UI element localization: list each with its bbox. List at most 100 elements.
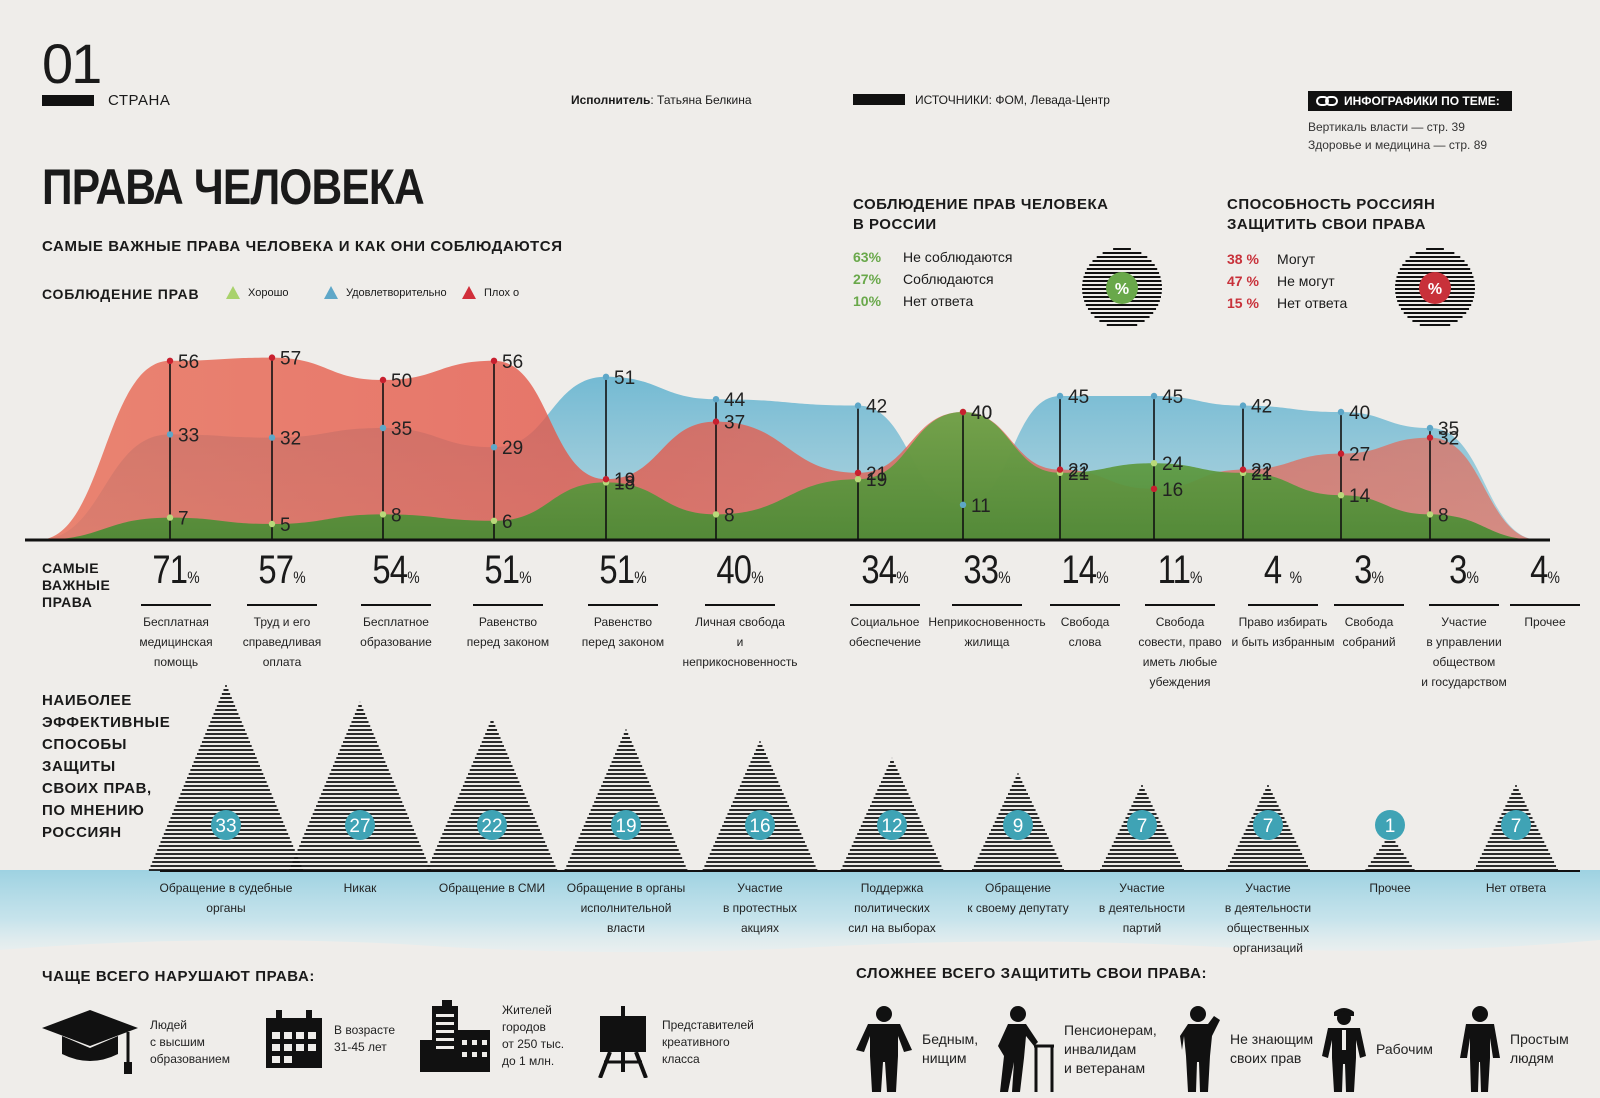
chart-subtitle: САМЫЕ ВАЖНЫЕ ПРАВА ЧЕЛОВЕКА И КАК ОНИ СО… [42,238,563,255]
name-line: Участие [1119,881,1165,895]
stat-label: Соблюдаются [903,271,994,287]
value-underline [705,604,775,606]
hardest-item: Пенсионерам, инвалидам и ветеранам [994,1006,1157,1092]
value-number: 4 [1263,548,1290,592]
label-line: ЭФФЕКТИВНЫЕ [42,714,171,731]
name-line: и быть избранным [1231,635,1335,649]
triangle-red-icon [462,286,476,299]
data-point [490,444,498,451]
name-line: совести, право [1138,635,1222,649]
legend-bad: Плох о [462,286,519,299]
important-right-name: Свобода собраний [1309,612,1429,652]
violated-item: В возрасте 31-45 лет [266,1010,395,1068]
data-label: 45 [1068,387,1089,408]
percent-sign: % [634,568,647,587]
name-line: собраний [1342,635,1396,649]
stat-row: 63% Не соблюдаются [853,246,1012,268]
value-circle [1501,810,1531,840]
data-label: 40 [971,403,992,424]
data-point [1239,402,1247,409]
triangle-blue-icon [324,286,338,299]
text-line: Рабочим [1376,1040,1433,1057]
important-right-name: Труд и его справедливая оплата [222,612,342,672]
value-circle [745,810,775,840]
section-name: СТРАНА [108,92,171,109]
data-point [1426,434,1434,441]
effectiveness-triangle: 16 [702,741,818,871]
stat-label: Нет ответа [903,293,974,309]
text-line: до 1 млн. [502,1054,555,1068]
name-line: Бесплатное [363,615,429,629]
graduation-cap-icon [42,1010,138,1074]
poor-person-icon [856,1006,912,1092]
triangle-green-icon [226,286,240,299]
related-list: Вертикаль власти — стр. 39 Здоровье и ме… [1308,118,1487,154]
related-link[interactable]: Вертикаль власти — стр. 39 [1308,120,1465,134]
sources: ИСТОЧНИКИ: ФОМ, Левада-Центр [915,93,1110,107]
important-right-item: 33% Неприкосновенность жилища [927,548,1047,652]
data-point [712,396,720,403]
data-point [712,418,720,425]
text-line: инвалидам [1064,1040,1137,1057]
text-line: и ветеранам [1064,1059,1146,1076]
text-line: Бедным, [922,1031,979,1047]
name-line: справедливая [242,635,322,649]
confused-person-icon [1180,1006,1220,1092]
name-line: иметь любые [1142,655,1218,669]
data-point [602,476,610,483]
important-right-item: 11% Свобода совести, право иметь любые убежд… [1120,548,1240,692]
text-line: нищим [922,1050,967,1066]
value-number: 71 [152,548,188,592]
stat-label: Нет ответа [1277,295,1348,311]
text-line: с высшим [150,1034,205,1049]
important-right-item: 57% Труд и его справедливая оплата [222,548,342,672]
value-label: 12 [881,816,902,837]
data-point [602,373,610,380]
name-line: Труд и его [253,615,311,629]
data-point [1337,492,1345,499]
percent-sign: % [751,568,764,587]
name-line: убеждения [1149,675,1211,689]
text-line: Представителей [662,1017,754,1032]
data-point [379,511,387,518]
name-line: слова [1068,635,1102,649]
name-line: медицинская [139,635,213,649]
value-underline [1429,604,1499,606]
name-line: Обращение в СМИ [438,881,546,895]
effective-method-name: Участие в деятельности общественных организ… [1198,878,1338,958]
name-line: Нет ответа [1485,881,1547,895]
important-right-item: 4 % Право избирать и быть избранным [1223,548,1343,652]
data-point [166,514,174,521]
data-point [379,376,387,384]
legend-label: Удовлетворительно [346,286,447,299]
label-line: ПО МНЕНИЮ [42,802,145,819]
effective-method-name: Участие в деятельности партий [1072,878,1212,938]
data-label: 16 [1162,480,1183,501]
name-line: Участие [1245,881,1291,895]
name-line: и неприкосновенность [682,635,798,669]
data-label: 45 [1162,387,1183,408]
effective-method-name: Обращение к своему депутату [948,878,1088,918]
data-label: 32 [280,429,301,450]
name-line: перед законом [466,635,550,649]
page-number: 01 [42,32,102,95]
stat-label: Не могут [1277,273,1335,289]
name-line: в управлении [1426,635,1502,649]
related-link[interactable]: Здоровье и медицина — стр. 89 [1308,138,1488,152]
text-line: Пенсионерам, [1064,1021,1157,1038]
effective-method-name: Обращение в органы исполнительной власти [556,878,696,938]
text-line: Не знающим [1230,1031,1314,1047]
name-line: власти [607,921,645,935]
elderly-person-icon [998,1006,1054,1092]
hardest-title: СЛОЖНЕЕ ВСЕГО ЗАЩИТИТЬ СВОИ ПРАВА: [856,965,1208,982]
important-right-value: 4 % [1234,548,1332,600]
text-line: 31-45 лет [334,1040,387,1054]
effective-method-name: Нет ответа [1446,878,1586,898]
important-right-item: 4% Прочее [1485,548,1600,632]
stat-label: Не соблюдаются [903,249,1013,265]
important-right-name: Равенство перед законом [448,612,568,652]
important-right-value: 51% [574,548,672,600]
name-line: в протестных [722,901,798,915]
important-right-name: Участие в управлении обществом и государств… [1404,612,1524,692]
effectiveness-triangle: 19 [564,729,688,871]
